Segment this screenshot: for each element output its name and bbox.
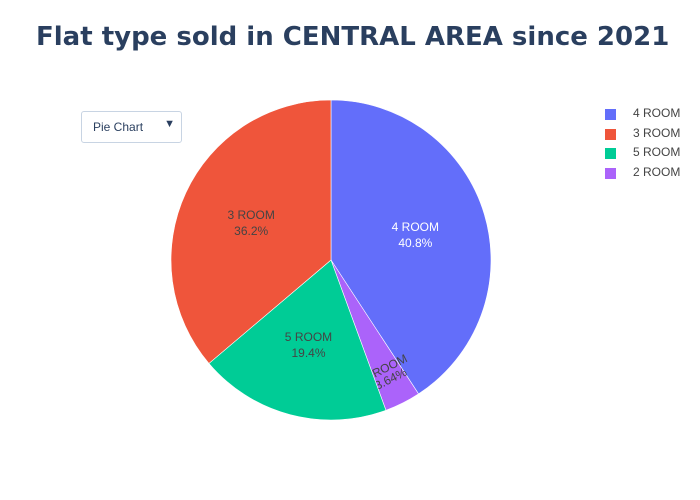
- chart-type-dropdown[interactable]: Pie Chart ▼: [81, 111, 182, 143]
- legend-label: 4 ROOM: [633, 106, 681, 120]
- slice-label-percent: 40.8%: [398, 236, 432, 250]
- legend-swatch-4-room: [605, 109, 616, 120]
- pie-slice-4-room[interactable]: [330, 99, 492, 395]
- legend-swatch-3-room: [605, 128, 616, 140]
- legend-item-2-room[interactable]: 2 ROOM: [605, 163, 695, 183]
- legend-swatch-2-room: [605, 167, 616, 179]
- legend-label: 2 ROOM: [633, 164, 681, 179]
- slice-label-5-room: 5 ROOM 19.4%: [285, 330, 332, 360]
- slice-label-name: 4 ROOM: [392, 220, 439, 234]
- legend-label: 3 ROOM: [633, 125, 681, 140]
- legend-swatch-5-room: [605, 148, 616, 159]
- legend-item-3-room[interactable]: 3 ROOM: [605, 124, 695, 144]
- slice-label-4-room: 4 ROOM 40.8%: [392, 220, 439, 250]
- legend: 4 ROOM 3 ROOM 5 ROOM 2 ROOM: [605, 104, 695, 182]
- legend-label: 5 ROOM: [633, 145, 681, 159]
- slice-label-percent: 19.4%: [291, 346, 325, 360]
- chart-title: Flat type sold in CENTRAL AREA since 202…: [36, 22, 670, 52]
- legend-item-4-room[interactable]: 4 ROOM: [605, 104, 695, 124]
- legend-item-5-room[interactable]: 5 ROOM: [605, 143, 695, 163]
- slice-label-name: 5 ROOM: [285, 330, 332, 344]
- slice-label-name: 3 ROOM: [227, 208, 274, 222]
- dropdown-arrow-icon: ▼: [164, 118, 175, 130]
- pie-slice-3-room[interactable]: [170, 99, 332, 364]
- slice-label-percent: 36.2%: [234, 224, 268, 238]
- slice-label-3-room: 3 ROOM 36.2%: [227, 208, 274, 238]
- pie-slice-5-room[interactable]: [208, 259, 387, 421]
- dropdown-selected-label: Pie Chart: [93, 120, 144, 134]
